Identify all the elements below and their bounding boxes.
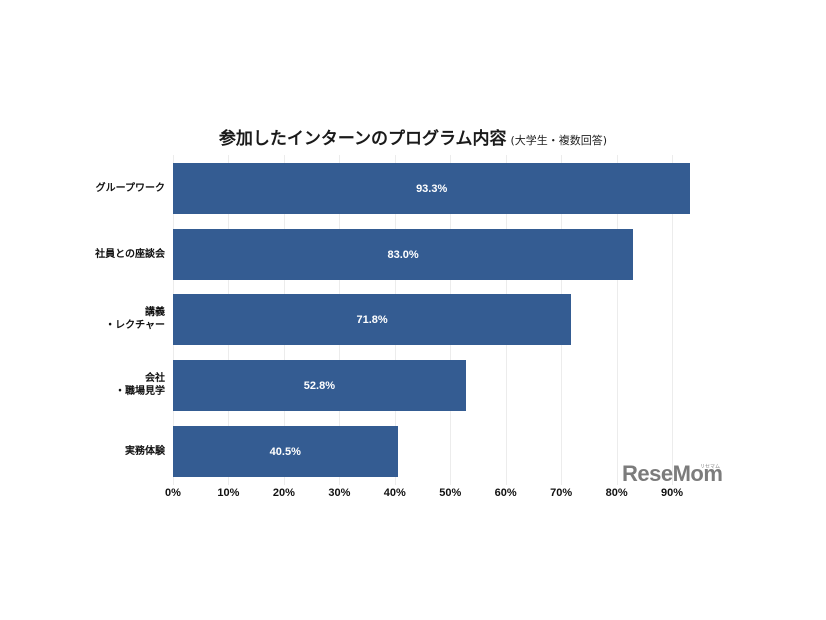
bar-value-label: 52.8% [303, 379, 335, 392]
plot-area: 93.3% 83.0% 71.8% 52.8% 40.5% [173, 155, 713, 485]
x-tick-label: 30% [328, 487, 351, 499]
bar: 71.8% [173, 294, 572, 345]
x-tick-label: 60% [494, 487, 517, 499]
bar: 83.0% [173, 229, 634, 280]
category-label: グループワーク [95, 182, 165, 194]
gridline [616, 155, 618, 485]
x-tick-label: 70% [550, 487, 573, 499]
x-tick-label: 80% [605, 487, 628, 499]
bar: 93.3% [173, 163, 691, 214]
category-label: 実務体験 [125, 445, 165, 457]
x-tick-label: 50% [439, 487, 462, 499]
chart-title-sub: (大学生・複数回答) [510, 134, 608, 147]
x-tick-label: 10% [217, 487, 240, 499]
x-tick-label: 20% [272, 487, 295, 499]
gridline [672, 155, 674, 485]
category-label: 講義 ・レクチャー [105, 307, 165, 331]
bar: 52.8% [173, 360, 466, 411]
x-tick-label: 0% [165, 487, 181, 499]
bar-value-label: 71.8% [356, 313, 388, 326]
bar-value-label: 93.3% [416, 182, 448, 195]
x-tick-label: 40% [383, 487, 406, 499]
chart-title: 参加したインターンのプログラム内容 (大学生・複数回答) [0, 124, 826, 149]
x-tick-label: 90% [661, 487, 684, 499]
resemom-logo-ruby: リセマム [700, 464, 721, 470]
category-label: 会社 ・職場見学 [115, 373, 165, 397]
bar-value-label: 83.0% [387, 248, 419, 261]
bar: 40.5% [173, 426, 398, 477]
resemom-logo: ReseMom [622, 461, 723, 486]
chart-title-main: 参加したインターンのプログラム内容 [218, 129, 507, 149]
category-label: 社員との座談会 [95, 248, 165, 260]
bar-value-label: 40.5% [269, 445, 301, 458]
